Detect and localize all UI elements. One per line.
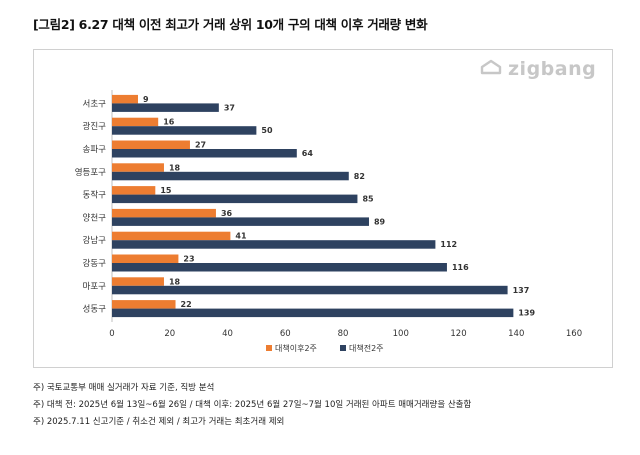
bar-before (112, 171, 349, 181)
data-label: 82 (354, 172, 365, 181)
legend-swatch (266, 345, 272, 351)
data-label: 112 (440, 240, 457, 249)
bar-before (112, 149, 297, 158)
x-tick-label: 40 (222, 329, 233, 339)
x-tick-label: 100 (393, 329, 409, 339)
category-label: 성동구 (83, 305, 107, 315)
data-label: 23 (183, 255, 194, 264)
data-label: 22 (181, 300, 192, 309)
category-label: 송파구 (83, 145, 107, 155)
legend-swatch (340, 345, 346, 351)
bar-before (112, 308, 514, 318)
bar-after (112, 186, 156, 195)
category-label: 강동구 (83, 258, 107, 269)
legend-label: 대책전2주 (349, 343, 384, 353)
bar-after (112, 94, 138, 104)
data-label: 139 (518, 309, 535, 318)
data-label: 15 (160, 186, 172, 195)
x-tick-label: 20 (164, 329, 175, 339)
data-label: 16 (163, 118, 175, 127)
x-tick-label: 160 (566, 329, 582, 339)
bar-before (112, 194, 358, 204)
footnote: 주) 대책 전: 2025년 6월 13일~6월 26일 / 대책 이후: 20… (33, 400, 472, 410)
category-label: 마포구 (83, 282, 107, 292)
data-label: 18 (169, 277, 181, 286)
data-label: 41 (235, 232, 247, 241)
x-tick-label: 80 (338, 329, 349, 339)
category-label: 동작구 (83, 190, 107, 201)
category-label: 양천구 (83, 212, 107, 223)
data-label: 137 (513, 286, 530, 295)
bar-after (112, 140, 190, 149)
x-tick-label: 0 (109, 329, 114, 339)
bar-after (112, 254, 179, 263)
footnote: 주) 국토교통부 매매 실거래가 자료 기준, 직방 분석 (33, 383, 215, 393)
data-label: 27 (195, 141, 206, 150)
category-label: 서초구 (83, 99, 107, 109)
bar-before (112, 263, 447, 272)
zigbang-logo: zigbang (480, 58, 596, 80)
data-label: 9 (143, 95, 149, 104)
category-label: 광진구 (83, 121, 107, 132)
data-label: 116 (452, 263, 469, 272)
footnote: 주) 2025.7.11 신고기준 / 취소건 제외 / 최고가 거래는 최초거… (33, 417, 285, 427)
x-tick-label: 140 (508, 329, 524, 339)
footnotes: 주) 국토교통부 매매 실거래가 자료 기준, 직방 분석 주) 대책 전: 2… (33, 380, 471, 431)
bar-before (112, 103, 219, 112)
bar-before (112, 126, 257, 135)
house-icon (480, 59, 502, 79)
logo-text: zigbang (508, 58, 597, 80)
bar-after (112, 277, 164, 286)
category-label: 강남구 (83, 235, 107, 246)
data-label: 18 (169, 163, 181, 172)
x-tick-label: 120 (450, 329, 466, 339)
data-label: 37 (224, 103, 235, 112)
data-label: 89 (374, 217, 386, 226)
data-label: 50 (261, 126, 273, 135)
category-label: 영등포구 (75, 167, 106, 178)
bar-before (112, 217, 369, 226)
legend-label: 대책이후2주 (275, 343, 317, 353)
data-label: 64 (302, 149, 314, 158)
bar-after (112, 117, 159, 127)
bar-after (112, 163, 164, 172)
data-label: 85 (362, 195, 374, 204)
page-title: [그림2] 6.27 대책 이전 최고가 거래 상위 10개 구의 대책 이후 … (33, 17, 428, 32)
data-label: 36 (221, 209, 233, 218)
bar-after (112, 208, 216, 218)
x-tick-label: 60 (280, 329, 291, 339)
bar-after (112, 300, 176, 309)
bar-before (112, 285, 508, 295)
bar-after (112, 231, 231, 241)
bar-before (112, 240, 436, 249)
